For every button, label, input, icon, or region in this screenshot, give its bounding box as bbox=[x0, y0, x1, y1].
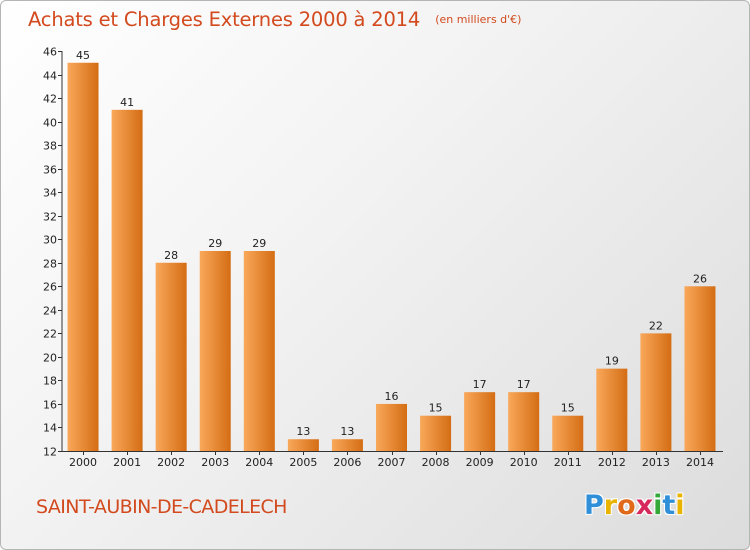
title-row: Achats et Charges Externes 2000 à 2014 (… bbox=[28, 8, 521, 31]
y-tick-label: 16 bbox=[43, 399, 57, 412]
data-labels-group: 45 2000 41 2001 28 2002 29 2003 29 2004 13 2005 13 20… bbox=[69, 49, 714, 469]
x-tick-label: 2003 bbox=[201, 456, 229, 469]
x-tick-label: 2007 bbox=[378, 456, 406, 469]
x-tick-label: 2000 bbox=[69, 456, 97, 469]
logo-letter: r bbox=[603, 490, 618, 521]
y-tick-label: 42 bbox=[43, 93, 57, 106]
y-tick-label: 38 bbox=[43, 140, 57, 153]
commune-name: SAINT-AUBIN-DE-CADELECH bbox=[36, 496, 287, 518]
data-label: 17 bbox=[517, 378, 531, 391]
logo-letter: i bbox=[675, 490, 685, 521]
y-tick-label: 34 bbox=[43, 187, 57, 200]
data-label: 16 bbox=[385, 390, 399, 403]
chart-subtitle: (en milliers d'€) bbox=[435, 13, 522, 26]
bar bbox=[420, 415, 452, 451]
y-tick-label: 32 bbox=[43, 211, 57, 224]
data-label: 19 bbox=[605, 355, 619, 368]
bar bbox=[464, 392, 496, 451]
bar bbox=[684, 286, 716, 451]
data-label: 13 bbox=[340, 425, 354, 438]
data-label: 15 bbox=[429, 402, 443, 415]
bar bbox=[640, 333, 672, 451]
data-label: 13 bbox=[296, 425, 310, 438]
y-tick-label: 46 bbox=[43, 46, 57, 59]
bar bbox=[552, 415, 584, 451]
y-tick-label: 36 bbox=[43, 164, 57, 177]
data-label: 17 bbox=[473, 378, 487, 391]
data-label: 29 bbox=[252, 237, 266, 250]
logo-letter: P bbox=[584, 490, 604, 521]
bars-group bbox=[67, 62, 716, 451]
x-tick-label: 2008 bbox=[422, 456, 450, 469]
x-tick-label: 2006 bbox=[333, 456, 361, 469]
data-label: 28 bbox=[164, 249, 178, 262]
bar bbox=[596, 368, 628, 451]
proxiti-logo: Proxiti bbox=[584, 490, 685, 521]
x-tick-label: 2013 bbox=[642, 456, 670, 469]
bar bbox=[243, 251, 275, 451]
y-tick-label: 18 bbox=[43, 375, 57, 388]
bar bbox=[111, 109, 143, 451]
bar bbox=[155, 262, 187, 451]
logo-letter: i bbox=[653, 490, 663, 521]
x-tick-label: 2004 bbox=[245, 456, 273, 469]
bar bbox=[331, 439, 363, 451]
x-tick-label: 2001 bbox=[113, 456, 141, 469]
logo-letter: t bbox=[662, 490, 676, 521]
y-tick-label: 14 bbox=[43, 422, 57, 435]
y-tick-label: 12 bbox=[43, 446, 57, 459]
bar bbox=[376, 403, 407, 451]
data-label: 26 bbox=[693, 272, 707, 285]
x-tick-label: 2002 bbox=[157, 456, 185, 469]
x-tick-label: 2011 bbox=[554, 456, 582, 469]
x-tick-label: 2012 bbox=[598, 456, 626, 469]
data-label: 45 bbox=[76, 49, 90, 62]
x-tick-label: 2005 bbox=[289, 456, 317, 469]
data-label: 29 bbox=[208, 237, 222, 250]
y-tick-label: 40 bbox=[43, 117, 57, 130]
y-tick-label: 22 bbox=[43, 328, 57, 341]
bar bbox=[508, 392, 540, 451]
data-label: 15 bbox=[561, 402, 575, 415]
bar bbox=[67, 62, 99, 451]
data-label: 22 bbox=[649, 319, 663, 332]
data-label: 41 bbox=[120, 96, 134, 109]
x-tick-label: 2014 bbox=[686, 456, 714, 469]
bar bbox=[287, 439, 319, 451]
logo-letter: x bbox=[635, 490, 654, 521]
y-tick-label: 28 bbox=[43, 258, 57, 271]
chart-title: Achats et Charges Externes 2000 à 2014 bbox=[28, 8, 421, 31]
x-tick-label: 2009 bbox=[466, 456, 494, 469]
x-tick-label: 2010 bbox=[510, 456, 538, 469]
y-tick-label: 26 bbox=[43, 281, 57, 294]
logo-letter: o bbox=[617, 490, 636, 521]
y-tick-label: 24 bbox=[43, 305, 57, 318]
bar bbox=[199, 251, 231, 451]
y-tick-label: 30 bbox=[43, 234, 57, 247]
axes: 12 14 16 18 20 22 24 26 28 30 32 34 36 38 40 42 44 46 bbox=[43, 46, 723, 459]
y-tick-label: 20 bbox=[43, 352, 57, 365]
y-tick-label: 44 bbox=[43, 70, 57, 83]
